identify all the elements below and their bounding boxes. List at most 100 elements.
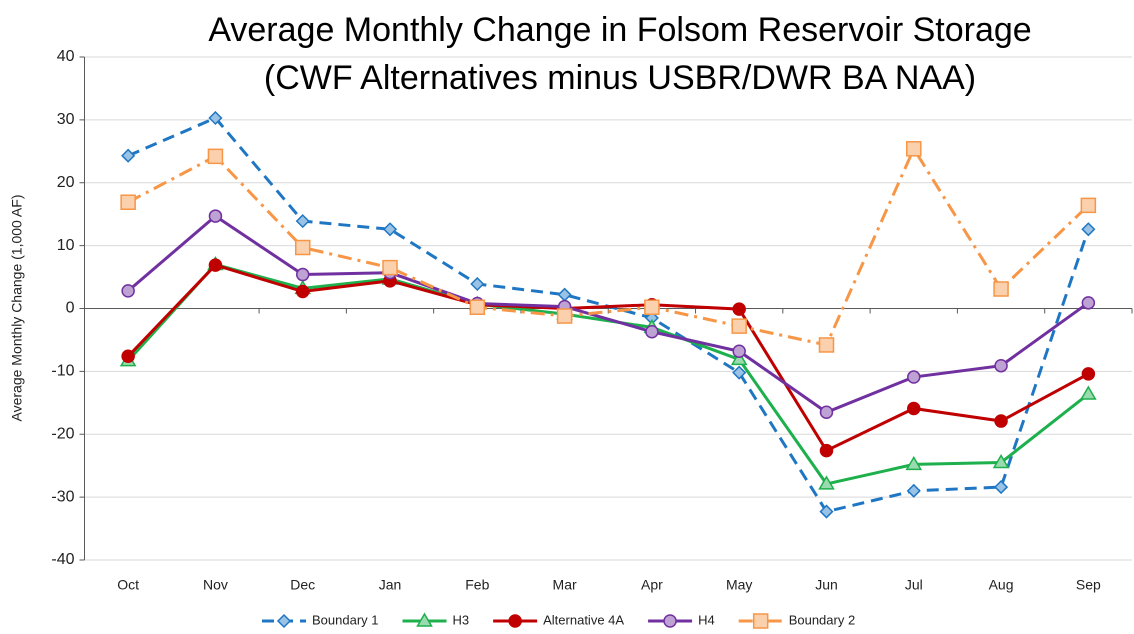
marker-bg xyxy=(820,406,833,419)
marker-bg xyxy=(906,457,921,470)
marker-bg xyxy=(470,300,485,315)
marker-bg xyxy=(732,352,747,365)
data-point xyxy=(907,370,921,384)
marker xyxy=(208,258,223,272)
marker xyxy=(819,443,834,458)
series-line xyxy=(127,214,1090,414)
y-tick-label: 0 xyxy=(66,300,75,317)
marker xyxy=(1081,222,1096,237)
marker xyxy=(644,299,660,315)
marker xyxy=(208,110,223,126)
marker xyxy=(731,318,747,334)
marker xyxy=(508,614,522,628)
marker-bg xyxy=(417,614,432,626)
x-tick-label: May xyxy=(726,577,752,593)
series-line xyxy=(127,116,1090,514)
marker xyxy=(120,194,136,210)
marker xyxy=(1080,385,1097,400)
marker xyxy=(906,141,922,157)
data-point xyxy=(557,287,572,302)
marker xyxy=(295,284,310,299)
marker xyxy=(819,504,834,519)
marker xyxy=(907,401,921,416)
marker xyxy=(1081,367,1096,381)
data-point xyxy=(994,414,1008,428)
data-point xyxy=(120,194,136,210)
y-tick-label: 30 xyxy=(57,111,75,128)
marker xyxy=(663,614,677,628)
data-point xyxy=(993,281,1009,297)
legend-label: Boundary 1 xyxy=(312,612,379,627)
marker-bg xyxy=(753,614,768,628)
x-tick-label: Jun xyxy=(815,577,838,593)
data-point xyxy=(121,148,136,163)
marker-bg xyxy=(994,282,1009,297)
x-tick-label: Jan xyxy=(379,577,402,593)
marker-bg xyxy=(121,195,136,210)
marker-bg xyxy=(122,284,135,297)
marker-bg xyxy=(906,141,921,156)
y-tick-label: -40 xyxy=(51,551,74,568)
data-point xyxy=(1081,367,1096,381)
marker-bg xyxy=(295,240,310,255)
marker-bg xyxy=(732,319,747,334)
chart-subtitle: (CWF Alternatives minus USBR/DWR BA NAA) xyxy=(264,59,976,97)
marker-bg xyxy=(907,371,920,384)
marker xyxy=(819,405,834,419)
marker xyxy=(121,284,135,298)
data-point xyxy=(732,365,747,380)
marker-bg xyxy=(208,149,223,164)
data-point xyxy=(732,344,746,359)
y-tick-label: -20 xyxy=(51,425,74,442)
marker-bg xyxy=(557,309,572,324)
data-point xyxy=(1081,222,1096,237)
data-point xyxy=(818,337,835,353)
marker xyxy=(382,259,398,276)
marker xyxy=(645,325,659,339)
marker xyxy=(752,613,769,629)
x-tick-label: Nov xyxy=(203,577,228,593)
marker xyxy=(1080,197,1097,214)
data-point xyxy=(294,239,311,256)
marker-bg xyxy=(994,455,1009,468)
x-tick-label: Feb xyxy=(465,577,489,593)
marker xyxy=(382,222,398,237)
marker xyxy=(994,414,1008,428)
marker xyxy=(208,209,223,223)
marker xyxy=(906,483,921,498)
y-tick-label: 10 xyxy=(57,237,75,254)
marker xyxy=(992,454,1010,469)
data-point xyxy=(208,258,223,272)
marker-bg xyxy=(383,260,398,275)
data-point xyxy=(470,276,485,292)
data-point xyxy=(556,308,573,324)
marker-bg xyxy=(296,268,309,281)
data-point xyxy=(907,401,921,416)
marker-bg xyxy=(664,615,677,627)
data-point xyxy=(663,614,677,628)
marker xyxy=(732,302,746,316)
marker xyxy=(276,613,292,629)
data-point xyxy=(207,148,224,165)
marker xyxy=(121,148,136,163)
marker xyxy=(295,214,310,229)
data-point xyxy=(906,141,922,157)
series-line xyxy=(127,262,1090,486)
data-point xyxy=(276,613,292,629)
data-point xyxy=(382,259,398,276)
y-tick-label: 40 xyxy=(57,48,75,65)
marker-bg xyxy=(1081,387,1096,400)
data-point xyxy=(992,454,1010,469)
data-point xyxy=(208,110,223,126)
marker-bg xyxy=(1081,198,1096,213)
data-point xyxy=(295,214,310,229)
data-point xyxy=(382,222,398,237)
marker xyxy=(470,276,485,292)
legend: Boundary 1 H3 Alternative 4A H4 Boundary 2 xyxy=(262,612,855,629)
data-point xyxy=(295,267,310,282)
data-point xyxy=(994,358,1008,373)
data-point xyxy=(121,349,135,364)
marker xyxy=(994,358,1008,373)
x-tick-label: Apr xyxy=(641,577,663,593)
